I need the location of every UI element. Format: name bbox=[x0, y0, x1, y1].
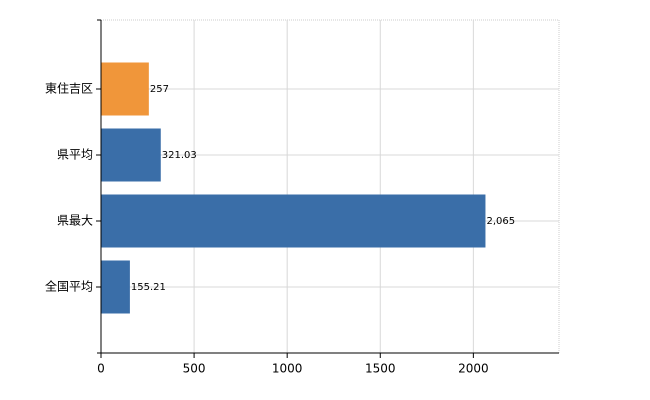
x-tick-label: 500 bbox=[183, 362, 206, 376]
y-tick-label: 県最大 bbox=[57, 214, 93, 228]
y-tick-label: 全国平均 bbox=[45, 279, 93, 294]
value-label: 321.03 bbox=[162, 150, 197, 161]
bar bbox=[101, 194, 486, 248]
bar bbox=[101, 62, 149, 116]
x-tick-label: 0 bbox=[97, 362, 105, 376]
y-tick-label: 東住吉区 bbox=[45, 82, 93, 96]
value-label: 2,065 bbox=[486, 216, 515, 227]
bar bbox=[101, 128, 161, 182]
x-tick-label: 1000 bbox=[272, 362, 303, 376]
value-label: 257 bbox=[150, 84, 169, 95]
x-tick-label: 1500 bbox=[365, 362, 396, 376]
x-tick-label: 2000 bbox=[458, 362, 489, 376]
y-tick-label: 県平均 bbox=[57, 148, 93, 162]
value-label: 155.21 bbox=[131, 282, 166, 293]
bar bbox=[101, 260, 130, 314]
